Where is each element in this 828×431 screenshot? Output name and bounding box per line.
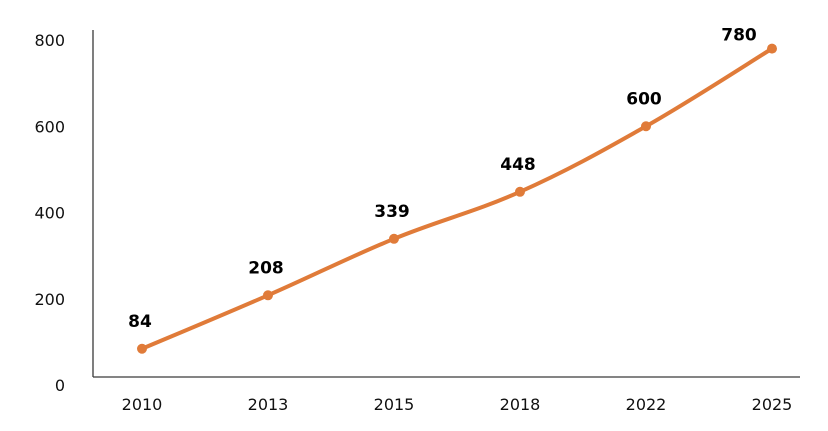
data-labels: 84 208 339 448 600 780 xyxy=(128,26,757,332)
data-point-marker xyxy=(263,290,273,301)
y-tick-label: 400 xyxy=(34,204,65,223)
x-tick-label: 2015 xyxy=(374,395,415,414)
data-label: 208 xyxy=(248,258,284,278)
x-tick-label: 2018 xyxy=(500,395,541,414)
data-label: 600 xyxy=(626,89,662,109)
y-tick-labels: 0 200 400 600 800 xyxy=(34,31,65,395)
series-line xyxy=(140,46,774,351)
x-tick-label: 2022 xyxy=(626,395,667,414)
data-point-marker xyxy=(137,343,147,354)
data-point-marker xyxy=(641,121,651,132)
y-tick-label: 600 xyxy=(34,117,65,136)
data-label: 448 xyxy=(500,155,536,175)
y-tick-label: 200 xyxy=(34,290,65,309)
data-label: 339 xyxy=(374,202,410,222)
y-tick-label: 0 xyxy=(55,376,65,395)
series-group xyxy=(137,43,777,354)
y-tick-label: 800 xyxy=(34,31,65,50)
x-tick-label: 2025 xyxy=(752,395,793,414)
data-point-marker xyxy=(515,186,525,197)
x-tick-label: 2010 xyxy=(122,395,163,414)
data-point-marker xyxy=(767,43,777,54)
x-tick-labels: 2010 2013 2015 2018 2022 2025 xyxy=(122,395,793,414)
data-label: 84 xyxy=(128,312,152,332)
data-point-marker xyxy=(389,233,399,244)
data-label: 780 xyxy=(721,26,757,46)
x-tick-label: 2013 xyxy=(248,395,289,414)
